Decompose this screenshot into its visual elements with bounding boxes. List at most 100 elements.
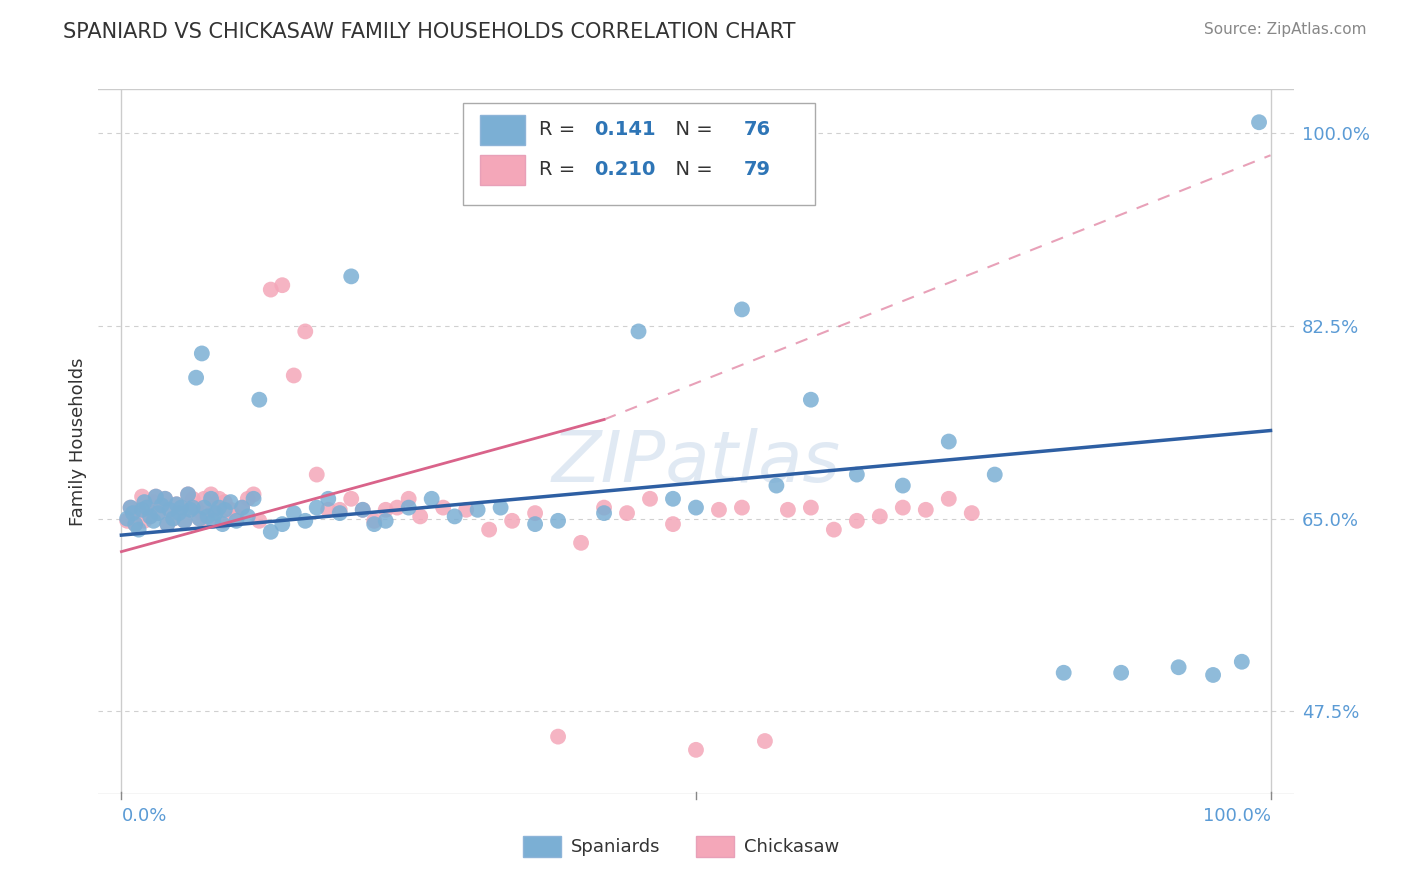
Point	[191, 346, 214, 360]
Point	[148, 506, 170, 520]
Point	[159, 503, 181, 517]
Point	[914, 503, 936, 517]
Point	[124, 517, 146, 532]
FancyBboxPatch shape	[463, 103, 815, 205]
Point	[236, 491, 259, 506]
Point	[242, 487, 264, 501]
Point	[938, 491, 960, 506]
Point	[891, 478, 914, 492]
Text: 79: 79	[744, 161, 770, 179]
Point	[731, 302, 754, 317]
Point	[115, 514, 138, 528]
Point	[150, 499, 173, 513]
Point	[398, 491, 420, 506]
Point	[374, 503, 396, 517]
Point	[662, 517, 685, 532]
Point	[1053, 665, 1076, 680]
Point	[142, 495, 165, 509]
Point	[340, 269, 363, 284]
Point	[569, 536, 592, 550]
Point	[685, 743, 707, 757]
Point	[166, 497, 188, 511]
Point	[202, 503, 225, 517]
Text: 0.0%: 0.0%	[121, 807, 167, 825]
Text: N =: N =	[662, 161, 718, 179]
Point	[200, 487, 222, 501]
Point	[170, 500, 193, 515]
Point	[179, 503, 201, 517]
Point	[162, 511, 184, 525]
Point	[135, 500, 157, 515]
Point	[662, 491, 685, 506]
Point	[211, 517, 233, 532]
Point	[202, 514, 225, 528]
Point	[120, 500, 142, 515]
Text: R =: R =	[540, 161, 582, 179]
Point	[524, 506, 547, 520]
Point	[214, 503, 236, 517]
Point	[204, 500, 226, 515]
Point	[148, 506, 170, 520]
Point	[124, 517, 146, 532]
Point	[214, 495, 236, 509]
Point	[823, 523, 845, 537]
Text: 0.141: 0.141	[595, 120, 657, 139]
Point	[398, 500, 420, 515]
Point	[145, 490, 167, 504]
Point	[420, 491, 443, 506]
Point	[467, 503, 489, 517]
Point	[225, 514, 247, 528]
Point	[960, 506, 983, 520]
Point	[305, 467, 328, 482]
Point	[120, 500, 142, 515]
Point	[184, 370, 207, 384]
Point	[173, 514, 195, 528]
Point	[294, 325, 316, 339]
Point	[754, 734, 776, 748]
Point	[501, 514, 523, 528]
Point	[305, 500, 328, 515]
Point	[211, 514, 233, 528]
Point	[131, 503, 153, 517]
Point	[593, 500, 616, 515]
Point	[219, 495, 242, 509]
Point	[260, 524, 283, 539]
Point	[177, 487, 200, 501]
Point	[134, 495, 156, 509]
Point	[139, 509, 162, 524]
Point	[128, 523, 150, 537]
Point	[283, 506, 305, 520]
Point	[179, 503, 201, 517]
Point	[938, 434, 960, 449]
Point	[547, 514, 569, 528]
Text: Source: ZipAtlas.com: Source: ZipAtlas.com	[1204, 22, 1367, 37]
Point	[142, 514, 165, 528]
Point	[177, 487, 200, 501]
Point	[984, 467, 1007, 482]
Point	[204, 506, 226, 520]
Point	[122, 506, 145, 520]
Point	[363, 517, 385, 532]
Point	[352, 503, 374, 517]
Point	[271, 517, 294, 532]
Point	[145, 490, 167, 504]
Point	[340, 491, 363, 506]
Point	[191, 506, 214, 520]
Point	[352, 503, 374, 517]
Point	[776, 503, 799, 517]
Point	[225, 509, 247, 524]
Y-axis label: Family Households: Family Households	[69, 358, 87, 525]
Text: 76: 76	[744, 120, 770, 139]
Text: R =: R =	[540, 120, 582, 139]
Point	[188, 511, 211, 525]
Point	[122, 506, 145, 520]
Point	[869, 509, 891, 524]
Point	[1247, 115, 1270, 129]
Point	[115, 511, 138, 525]
Point	[385, 500, 409, 515]
Point	[150, 499, 173, 513]
Point	[731, 500, 754, 515]
Point	[193, 500, 215, 515]
FancyBboxPatch shape	[523, 836, 561, 857]
Point	[219, 503, 242, 517]
